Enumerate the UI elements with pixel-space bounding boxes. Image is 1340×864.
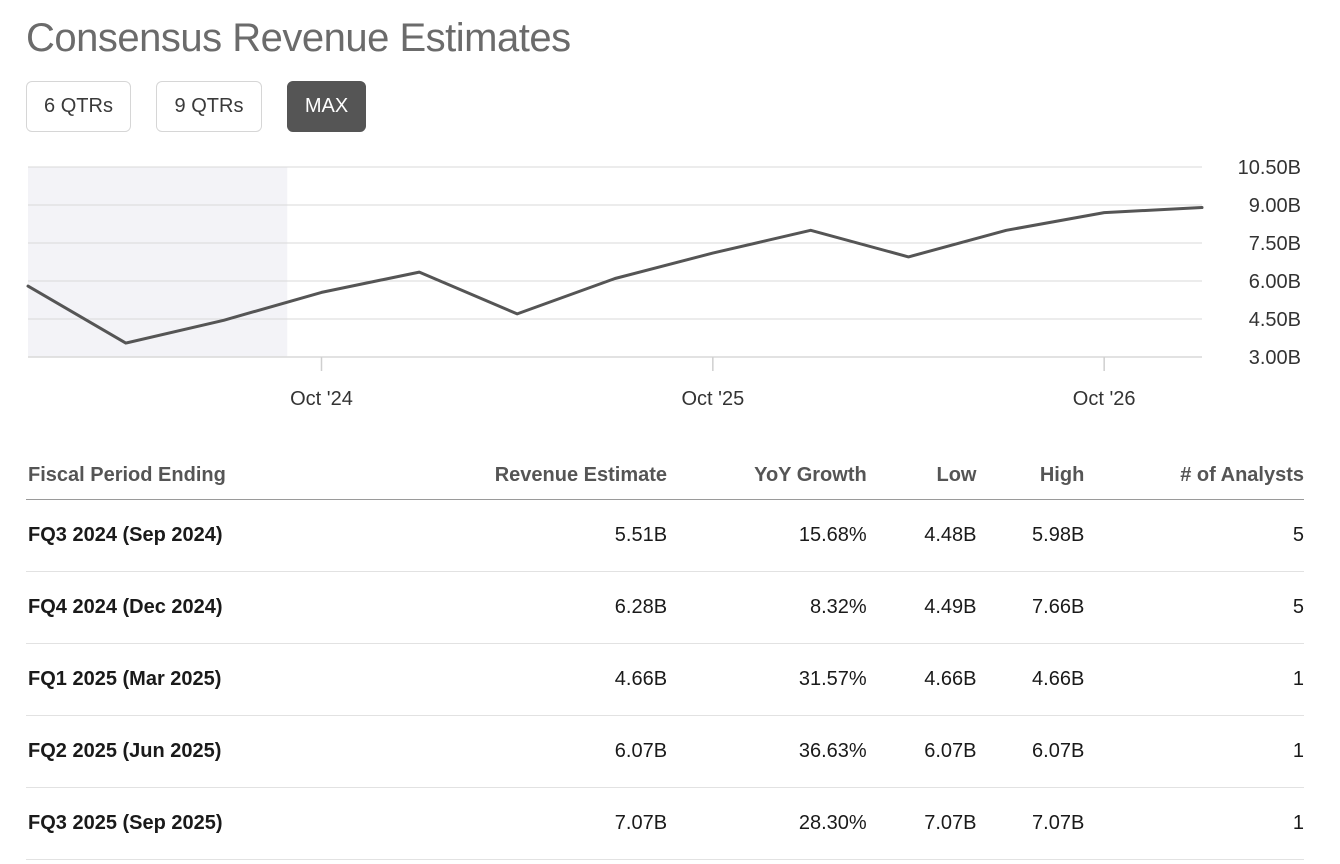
y-tick-label: 4.50B bbox=[1249, 309, 1301, 331]
estimates-table: Fiscal Period Ending Revenue Estimate Yo… bbox=[26, 452, 1304, 860]
col-high[interactable]: High bbox=[976, 452, 1085, 500]
range-9-qtrs-button[interactable]: 9 QTRs bbox=[156, 81, 262, 132]
cell-revenue-estimate: 5.51B bbox=[357, 499, 668, 572]
cell-yoy-growth: 15.68% bbox=[667, 499, 867, 572]
y-tick-label: 6.00B bbox=[1249, 271, 1301, 293]
x-tick-label: Oct '25 bbox=[681, 388, 744, 410]
cell-high: 4.66B bbox=[976, 643, 1085, 716]
cell-fiscal-period: FQ4 2024 (Dec 2024) bbox=[26, 571, 358, 644]
col-yoy-growth[interactable]: YoY Growth bbox=[667, 452, 867, 500]
cell-low: 4.48B bbox=[866, 499, 977, 572]
col-revenue-estimate[interactable]: Revenue Estimate bbox=[357, 452, 668, 500]
cell-analysts: 1 bbox=[1084, 715, 1304, 788]
cell-analysts: 5 bbox=[1084, 499, 1304, 572]
cell-low: 4.66B bbox=[866, 643, 977, 716]
cell-fiscal-period: FQ3 2025 (Sep 2025) bbox=[26, 787, 358, 860]
cell-high: 7.07B bbox=[976, 787, 1085, 860]
cell-yoy-growth: 36.63% bbox=[667, 715, 867, 788]
cell-analysts: 5 bbox=[1084, 571, 1304, 644]
y-axis: 10.50B 9.00B 7.50B 6.00B 4.50B 3.00B bbox=[1238, 157, 1301, 369]
col-analysts[interactable]: # of Analysts bbox=[1084, 452, 1304, 500]
range-max-button[interactable]: MAX bbox=[287, 81, 366, 132]
table-row: FQ1 2025 (Mar 2025) 4.66B 31.57% 4.66B 4… bbox=[26, 643, 1304, 716]
chart-gridlines bbox=[28, 166, 1202, 358]
y-tick-label: 9.00B bbox=[1249, 195, 1301, 217]
page-title: Consensus Revenue Estimates bbox=[26, 16, 571, 60]
cell-fiscal-period: FQ1 2025 (Mar 2025) bbox=[26, 643, 358, 716]
y-tick-label: 7.50B bbox=[1249, 233, 1301, 255]
cell-revenue-estimate: 6.28B bbox=[357, 571, 668, 644]
historical-shade bbox=[28, 167, 288, 357]
cell-low: 6.07B bbox=[866, 715, 977, 788]
cell-yoy-growth: 31.57% bbox=[667, 643, 867, 716]
x-tick-label: Oct '26 bbox=[1073, 388, 1136, 410]
cell-analysts: 1 bbox=[1084, 643, 1304, 716]
cell-low: 4.49B bbox=[866, 571, 977, 644]
revenue-estimate-line[interactable] bbox=[26, 206, 1204, 345]
col-fiscal-period[interactable]: Fiscal Period Ending bbox=[26, 452, 358, 500]
cell-fiscal-period: FQ2 2025 (Jun 2025) bbox=[26, 715, 358, 788]
table-row: FQ2 2025 (Jun 2025) 6.07B 36.63% 6.07B 6… bbox=[26, 715, 1304, 788]
cell-revenue-estimate: 4.66B bbox=[357, 643, 668, 716]
table-header-row: Fiscal Period Ending Revenue Estimate Yo… bbox=[26, 452, 1304, 500]
range-6-qtrs-button[interactable]: 6 QTRs bbox=[26, 81, 131, 132]
x-tick-label: Oct '24 bbox=[290, 388, 353, 410]
y-tick-label: 10.50B bbox=[1238, 157, 1301, 179]
cell-fiscal-period: FQ3 2024 (Sep 2024) bbox=[26, 499, 358, 572]
cell-analysts: 1 bbox=[1084, 787, 1304, 860]
cell-yoy-growth: 28.30% bbox=[667, 787, 867, 860]
cell-low: 7.07B bbox=[866, 787, 977, 860]
table-row: FQ3 2025 (Sep 2025) 7.07B 28.30% 7.07B 7… bbox=[26, 787, 1304, 860]
cell-yoy-growth: 8.32% bbox=[667, 571, 867, 644]
cell-high: 5.98B bbox=[976, 499, 1085, 572]
col-low[interactable]: Low bbox=[866, 452, 977, 500]
x-axis: Oct '24 Oct '25 Oct '26 bbox=[290, 357, 1136, 410]
cell-high: 7.66B bbox=[976, 571, 1085, 644]
table-row: FQ4 2024 (Dec 2024) 6.28B 8.32% 4.49B 7.… bbox=[26, 571, 1304, 644]
cell-revenue-estimate: 7.07B bbox=[357, 787, 668, 860]
table-row: FQ3 2024 (Sep 2024) 5.51B 15.68% 4.48B 5… bbox=[26, 499, 1304, 572]
cell-high: 6.07B bbox=[976, 715, 1085, 788]
y-tick-label: 3.00B bbox=[1249, 347, 1301, 369]
cell-revenue-estimate: 6.07B bbox=[357, 715, 668, 788]
